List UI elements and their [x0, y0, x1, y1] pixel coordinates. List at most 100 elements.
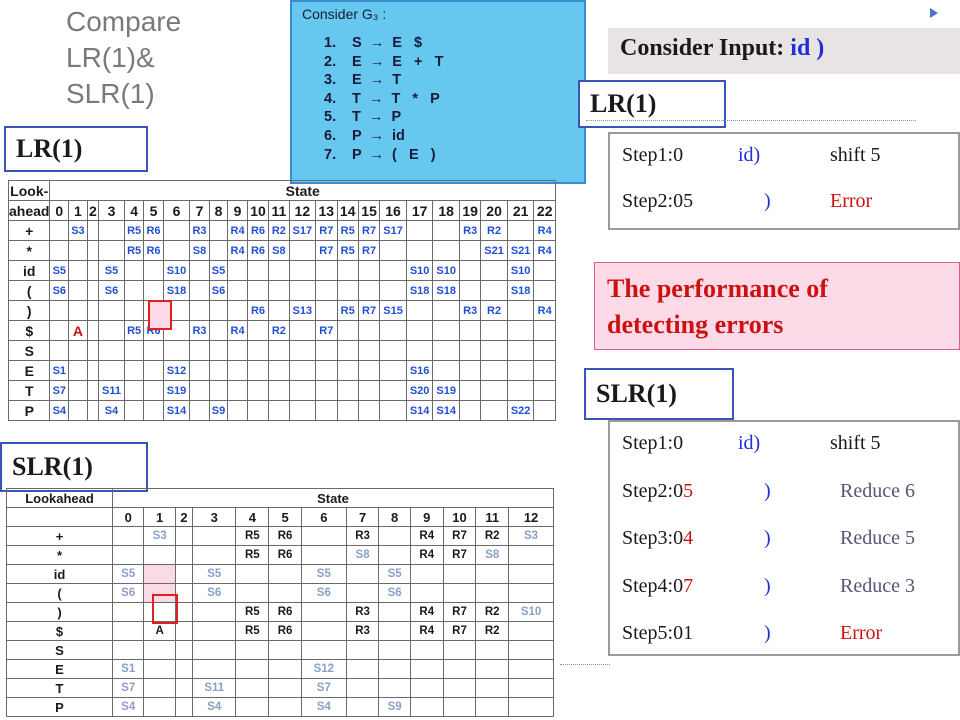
table-cell: S10 [508, 602, 554, 622]
table-cell: S5 [192, 564, 237, 584]
state-number: 0 [111, 507, 145, 527]
rule-number: 6. [324, 127, 337, 144]
table-cell [409, 659, 444, 679]
table-cell [480, 260, 508, 281]
step-input: ) [764, 527, 771, 549]
table-cell: R6 [268, 545, 302, 565]
table-cell [143, 280, 164, 301]
divider-line [586, 120, 916, 121]
table-cell [192, 526, 237, 546]
table-cell [442, 640, 477, 660]
table-cell: S11 [98, 380, 125, 401]
table-cell [378, 678, 411, 698]
input-text: Consider Input: id ) [620, 35, 824, 62]
rule-text: E → T [352, 72, 402, 89]
table-cell: S18 [432, 280, 460, 301]
table-cell [98, 240, 125, 261]
state-number: 10 [442, 507, 477, 527]
table-cell: S10 [162, 260, 191, 281]
slr1-parse-table: Lookahead State 0 1 2 3 4 5 6 7 8 9 10 11 12 + S3 R5 R6 R3 R… [6, 488, 554, 717]
state-number: 15 [357, 200, 381, 221]
table-cell [49, 220, 70, 241]
table-cell [288, 280, 317, 301]
step-input: id) [738, 432, 761, 454]
grammar-rule: 2. E → E + T [324, 53, 443, 72]
state-number: 0 [49, 200, 70, 221]
table-cell [189, 360, 210, 381]
table-cell [227, 280, 248, 301]
table-cell: R5 [123, 220, 145, 241]
table-cell: S19 [432, 380, 460, 401]
table-cell: R4 [227, 220, 248, 241]
table-cell [162, 240, 191, 261]
table-cell [98, 340, 125, 361]
table-cell [357, 260, 381, 281]
lookahead-symbol: T [6, 678, 113, 698]
table-cell: S4 [111, 697, 145, 717]
table-cell [235, 640, 270, 660]
table-cell [143, 697, 176, 717]
table-cell [68, 240, 88, 261]
table-cell: S14 [162, 400, 191, 421]
table-cell [533, 380, 556, 401]
table-cell: S4 [98, 400, 125, 421]
table-cell: S6 [111, 583, 145, 603]
table-cell [480, 400, 508, 421]
table-cell [379, 260, 407, 281]
lookahead-symbol: id [6, 564, 113, 584]
table-cell [345, 564, 380, 584]
table-cell: R3 [458, 220, 482, 241]
table-cell: S1 [49, 360, 70, 381]
table-cell [508, 621, 554, 641]
table-cell [300, 602, 347, 622]
table-cell [235, 659, 270, 679]
table-cell: R4 [227, 240, 248, 261]
table-cell [98, 300, 125, 321]
table-cell: S5 [378, 564, 411, 584]
lookahead-symbol: id [7, 260, 51, 281]
state-number: 10 [246, 200, 270, 221]
table-cell [315, 340, 338, 361]
table-cell: R5 [123, 240, 145, 261]
table-cell [442, 564, 477, 584]
performance-line-2: detecting errors [607, 310, 784, 339]
grammar-rule: 3. E → T [324, 71, 443, 90]
state-number: 12 [508, 507, 554, 527]
table-cell: S7 [300, 678, 347, 698]
table-cell [315, 300, 338, 321]
table-cell: R7 [315, 320, 338, 341]
table-cell [174, 697, 194, 717]
table-cell: R3 [345, 621, 380, 641]
table-cell [300, 526, 347, 546]
table-cell [405, 240, 434, 261]
lookahead-header: Look- [7, 180, 51, 201]
state-number: 5 [143, 200, 164, 221]
table-cell [336, 360, 359, 381]
table-cell: S9 [208, 400, 229, 421]
lookahead-header: ahead [7, 200, 51, 221]
table-cell: S12 [162, 360, 191, 381]
table-cell [508, 545, 554, 565]
table-cell [378, 545, 411, 565]
table-cell: R4 [409, 602, 444, 622]
table-cell [432, 360, 460, 381]
state-number: 21 [506, 200, 535, 221]
table-cell [86, 240, 100, 261]
table-cell: S7 [49, 380, 70, 401]
table-cell [533, 340, 556, 361]
table-cell [379, 240, 407, 261]
table-row: P S4 S4 S4 S9 [6, 697, 554, 717]
table-cell [357, 280, 381, 301]
table-cell [378, 621, 411, 641]
table-header-row: Look- State [7, 180, 556, 201]
table-cell [86, 300, 100, 321]
table-cell [300, 621, 347, 641]
table-cell: S7 [111, 678, 145, 698]
state-header: State [112, 488, 554, 508]
table-cell: R7 [442, 545, 477, 565]
table-cell [111, 640, 145, 660]
table-row: id S5 S5 S10 S5 S10 S10 S10 [7, 260, 556, 281]
table-cell [533, 260, 556, 281]
rule-text: P → ( E ) [352, 146, 436, 163]
divider-line [560, 664, 610, 665]
